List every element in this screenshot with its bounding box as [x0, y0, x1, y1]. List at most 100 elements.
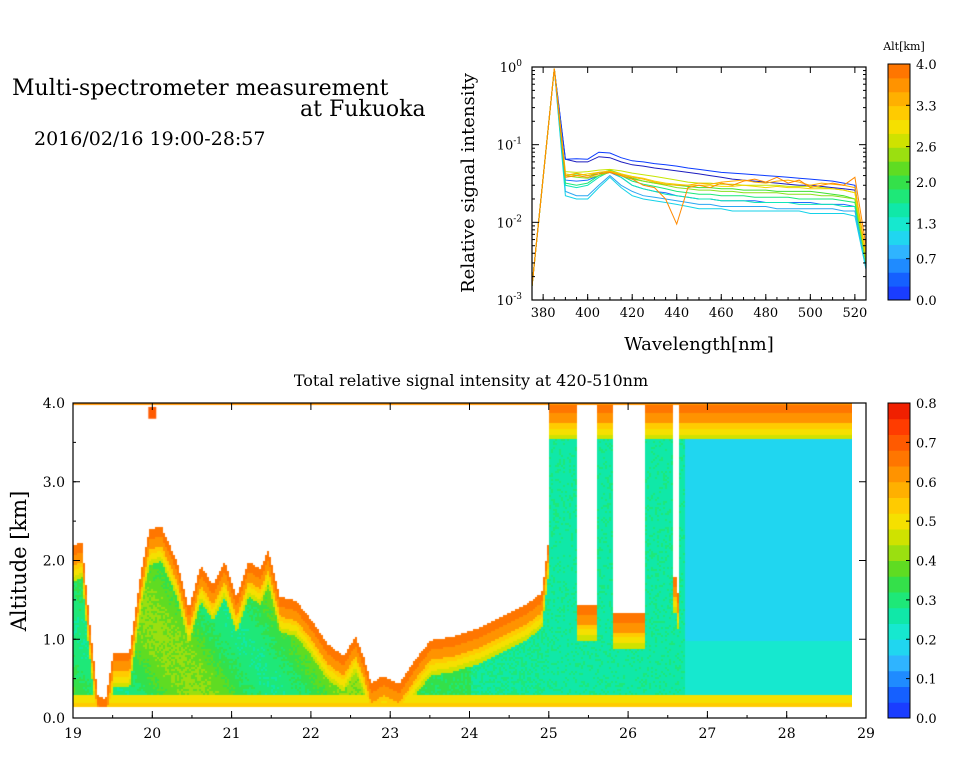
heatmap-title: Total relative signal intensity at 420-5… — [294, 371, 648, 390]
signal-colorbar-swatch — [888, 655, 910, 672]
alt-colorbar-label: 0.0 — [916, 294, 937, 309]
main-title-line1: Multi-spectrometer measurement — [12, 76, 389, 101]
signal-colorbar-swatch — [888, 403, 910, 420]
alt-colorbar-swatch — [888, 202, 910, 218]
heatmap-x-tick-label: 20 — [143, 726, 161, 742]
heatmap-y-tick-label: 3.0 — [43, 475, 65, 491]
signal-colorbar-swatch — [888, 623, 910, 640]
signal-colorbar-swatch — [888, 592, 910, 609]
alt-colorbar-swatch — [888, 147, 910, 162]
signal-colorbar-swatch — [888, 576, 910, 593]
signal-colorbar-label: 0.4 — [916, 555, 937, 570]
heatmap-y-tick-label: 2.0 — [43, 554, 65, 570]
alt-colorbar-label: 3.3 — [916, 99, 937, 114]
alt-colorbar-swatch — [888, 91, 910, 107]
alt-colorbar-label: 2.6 — [916, 141, 937, 156]
alt-colorbar-swatch — [888, 230, 910, 245]
heatmap-x-tick-label: 22 — [302, 726, 320, 742]
alt-colorbar-label: 1.3 — [916, 217, 937, 232]
alt-colorbar-title: Alt[km] — [882, 40, 925, 53]
signal-colorbar-label: 0.6 — [916, 476, 937, 491]
alt-colorbar-swatch — [888, 119, 910, 134]
spectrum-x-tick-label: 380 — [531, 306, 556, 321]
spectrum-series-line — [532, 68, 866, 287]
heatmap-x-tick-label: 29 — [857, 726, 875, 742]
spectrum-series-line — [532, 68, 866, 287]
heatmap-x-tick-label: 25 — [540, 726, 558, 742]
heatmap-x-tick-label: 23 — [381, 726, 399, 742]
alt-colorbar-swatch — [888, 133, 910, 148]
spectrum-x-tick-label: 440 — [664, 306, 689, 321]
alt-colorbar-swatch — [888, 188, 910, 204]
heatmap-y-tick-label: 1.0 — [43, 632, 65, 648]
spectrum-ylabel: Relative signal intensity — [458, 72, 479, 293]
signal-colorbar-swatch — [888, 450, 910, 467]
signal-colorbar-swatch — [888, 529, 910, 546]
alt-colorbar-swatch — [888, 64, 910, 79]
signal-colorbar-swatch — [888, 702, 910, 719]
alt-colorbar-swatch — [888, 286, 910, 301]
signal-colorbar-label: 0.2 — [916, 633, 937, 648]
main-title-line2: at Fukuoka — [300, 97, 426, 122]
signal-colorbar-swatch — [888, 560, 910, 577]
spectrum-series-line — [532, 68, 866, 287]
signal-colorbar-swatch — [888, 497, 910, 514]
spectrum-series-line — [532, 68, 866, 287]
spectrum-series-line — [532, 68, 866, 287]
heatmap-y-tick-label: 4.0 — [43, 396, 65, 412]
spectrum-series-line — [532, 68, 866, 287]
alt-colorbar-swatch — [888, 105, 910, 121]
alt-colorbar-swatch — [888, 216, 910, 232]
spectrum-series-line — [532, 68, 866, 287]
signal-colorbar-swatch — [888, 639, 910, 656]
spectrum-series-line — [532, 68, 866, 287]
spectrum-x-tick-label: 480 — [753, 306, 778, 321]
signal-colorbar-label: 0.7 — [916, 436, 937, 451]
heatmap-area — [73, 403, 852, 718]
signal-colorbar-label: 0.8 — [916, 397, 937, 412]
alt-colorbar-label: 4.0 — [916, 58, 937, 73]
signal-colorbar-swatch — [888, 670, 910, 687]
spectrum-x-tick-label: 500 — [798, 306, 823, 321]
heatmap-x-tick-label: 24 — [461, 726, 479, 742]
signal-colorbar-label: 0.1 — [916, 673, 937, 688]
heatmap-plot-frame — [72, 402, 867, 719]
heatmap-y-tick-label: 0.0 — [43, 711, 65, 727]
heatmap-x-tick-label: 26 — [619, 726, 637, 742]
signal-colorbar-swatch — [888, 544, 910, 561]
date-range: 2016/02/16 19:00-28:57 — [34, 128, 266, 150]
spectrum-x-tick-label: 400 — [575, 306, 600, 321]
heatmap-x-tick-label: 19 — [64, 726, 82, 742]
signal-colorbar-label: 0.5 — [916, 515, 937, 530]
spectrum-x-tick-label: 420 — [620, 306, 645, 321]
alt-colorbar-swatch — [888, 175, 910, 190]
alt-colorbar-swatch — [888, 244, 910, 259]
spectrum-x-tick-label: 460 — [709, 306, 734, 321]
signal-colorbar-swatch — [888, 434, 910, 451]
signal-colorbar-label: 0.0 — [916, 712, 937, 727]
alt-colorbar-swatch — [888, 161, 910, 176]
signal-colorbar-swatch — [888, 513, 910, 530]
spectrum-series-line — [532, 68, 866, 287]
alt-colorbar-swatch — [888, 258, 910, 273]
heatmap-x-tick-label: 21 — [223, 726, 241, 742]
heatmap-x-tick-label: 27 — [698, 726, 716, 742]
alt-colorbar-swatch — [888, 272, 910, 287]
signal-colorbar-swatch — [888, 466, 910, 483]
signal-colorbar-swatch — [888, 481, 910, 498]
signal-colorbar-swatch — [888, 607, 910, 624]
spectrum-xlabel: Wavelength[nm] — [624, 334, 774, 355]
heatmap-x-tick-label: 28 — [778, 726, 796, 742]
alt-colorbar-label: 0.7 — [916, 253, 937, 268]
signal-colorbar-swatch — [888, 686, 910, 703]
spectrum-series-line — [532, 68, 866, 287]
alt-colorbar-swatch — [888, 77, 910, 93]
heatmap-canvas — [73, 403, 852, 718]
heatmap-ylabel: Altitude [km] — [7, 491, 31, 633]
alt-colorbar-label: 2.0 — [916, 176, 937, 191]
signal-colorbar-swatch — [888, 418, 910, 435]
spectrum-x-tick-label: 520 — [842, 306, 867, 321]
signal-colorbar-label: 0.3 — [916, 594, 937, 609]
